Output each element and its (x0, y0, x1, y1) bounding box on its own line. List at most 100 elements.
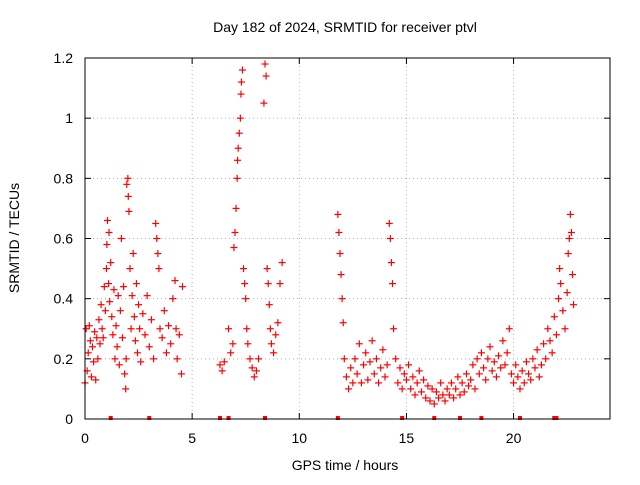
data-point (462, 370, 470, 378)
data-point (368, 337, 376, 345)
baseline-marker (479, 416, 484, 420)
data-point (119, 334, 126, 342)
data-point (407, 385, 415, 393)
data-point (252, 367, 260, 375)
data-point (435, 394, 443, 402)
data-point (128, 292, 136, 300)
x-tick-label: 5 (188, 430, 196, 446)
data-point (230, 244, 238, 252)
data-point (233, 174, 241, 182)
data-point (98, 325, 106, 333)
data-point (501, 361, 509, 369)
data-point (99, 334, 107, 342)
data-point (565, 235, 573, 242)
data-point (561, 325, 569, 333)
baseline-marker (335, 416, 340, 420)
data-point (338, 295, 346, 303)
axes: 0 5 10 15 20 0 0.2 0.4 0.6 0.8 1 1.2 (54, 50, 610, 446)
data-point (385, 219, 393, 227)
data-point (242, 295, 250, 303)
data-point (109, 331, 117, 339)
data-point (263, 265, 271, 273)
data-point (262, 72, 270, 80)
data-point (458, 379, 466, 387)
data-point (495, 352, 503, 360)
data-point (400, 370, 408, 378)
data-point (334, 210, 342, 218)
data-point (147, 316, 155, 324)
data-point (95, 316, 103, 324)
data-point (452, 385, 460, 393)
data-point (106, 298, 114, 306)
data-point (126, 265, 134, 273)
data-point (505, 325, 513, 333)
data-point (171, 277, 179, 285)
data-point (264, 280, 272, 288)
data-point (104, 216, 111, 224)
data-point (375, 379, 383, 387)
baseline-marker (263, 416, 267, 420)
data-point (108, 313, 116, 321)
data-point (471, 385, 479, 393)
data-point (139, 310, 147, 318)
data-point (366, 358, 374, 366)
data-point (362, 349, 370, 357)
data-point (386, 235, 394, 242)
data-point (260, 99, 268, 107)
data-point (243, 325, 251, 333)
data-point (237, 78, 245, 86)
data-point (409, 373, 417, 381)
data-point (113, 343, 121, 351)
data-point (93, 334, 101, 342)
data-point (241, 280, 249, 288)
data-point (255, 355, 263, 363)
data-point (383, 361, 391, 369)
data-point (179, 283, 186, 291)
data-point (557, 280, 565, 288)
data-point (564, 250, 572, 258)
y-tick-label: 0.8 (54, 170, 74, 186)
data-point (413, 379, 421, 387)
data-point (110, 286, 118, 294)
data-point (124, 174, 132, 182)
data-point (490, 358, 498, 366)
data-point (437, 379, 445, 387)
data-point (533, 346, 541, 354)
data-point (522, 358, 530, 366)
data-point (443, 385, 451, 393)
data-point (234, 156, 242, 164)
data-point (246, 355, 254, 363)
x-tick-label: 20 (506, 430, 522, 446)
baseline-marker (432, 416, 437, 420)
baseline-marker (400, 416, 405, 420)
data-point (97, 301, 105, 309)
data-point (116, 307, 124, 315)
data-point (125, 207, 133, 215)
data-point (276, 280, 284, 288)
data-point (405, 361, 413, 369)
data-point (566, 210, 574, 218)
data-point (115, 361, 123, 369)
data-point (497, 364, 505, 372)
data-point (556, 265, 564, 273)
data-point (136, 325, 144, 333)
data-point (100, 283, 108, 291)
data-point (542, 355, 550, 363)
data-point (473, 355, 481, 363)
data-point (441, 397, 449, 405)
data-point (85, 322, 93, 330)
data-point (411, 391, 419, 399)
data-point (516, 385, 524, 393)
data-point (465, 382, 473, 390)
data-point (531, 364, 539, 372)
baseline-marker (554, 416, 559, 420)
y-tick-label: 0.6 (54, 231, 74, 247)
data-point (92, 376, 100, 384)
data-point (336, 250, 344, 258)
data-point (107, 259, 115, 267)
data-point (353, 370, 361, 378)
data-point (272, 331, 280, 339)
data-point (131, 337, 139, 345)
data-point (84, 349, 92, 357)
